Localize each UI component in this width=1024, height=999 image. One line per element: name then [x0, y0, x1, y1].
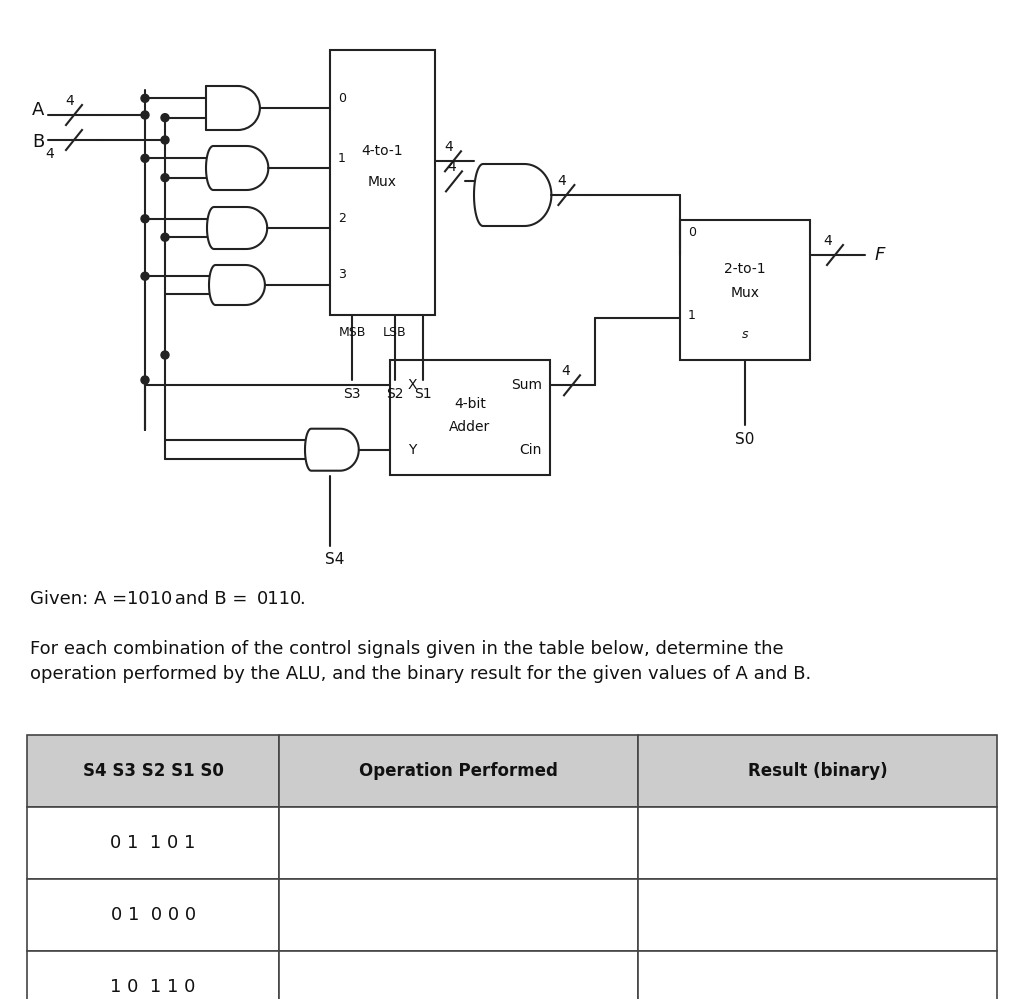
Text: F: F [874, 246, 886, 264]
Text: 0: 0 [338, 92, 346, 105]
Text: s: s [741, 329, 749, 342]
FancyBboxPatch shape [27, 807, 280, 879]
Text: LSB: LSB [383, 327, 407, 340]
Text: 4: 4 [444, 140, 454, 154]
Text: 0110: 0110 [257, 590, 302, 608]
Text: S1: S1 [414, 387, 432, 401]
FancyBboxPatch shape [280, 879, 638, 951]
FancyBboxPatch shape [280, 735, 638, 807]
Text: 2: 2 [338, 212, 346, 225]
Text: 4: 4 [66, 94, 75, 108]
Circle shape [141, 272, 150, 280]
Text: operation performed by the ALU, and the binary result for the given values of A : operation performed by the ALU, and the … [30, 665, 811, 683]
Text: 4: 4 [823, 234, 833, 248]
Text: A: A [32, 101, 44, 119]
Text: 4: 4 [557, 174, 566, 188]
Text: For each combination of the control signals given in the table below, determine : For each combination of the control sign… [30, 640, 783, 658]
Text: Mux: Mux [730, 286, 760, 300]
Circle shape [161, 174, 169, 182]
Text: 4: 4 [447, 161, 457, 175]
Text: Adder: Adder [450, 420, 490, 434]
Circle shape [161, 136, 169, 144]
Text: 1: 1 [688, 309, 696, 322]
Text: 1010: 1010 [127, 590, 172, 608]
Text: MSB: MSB [338, 327, 366, 340]
Circle shape [161, 351, 169, 359]
Text: 4: 4 [46, 147, 54, 161]
Text: 4-to-1: 4-to-1 [361, 144, 403, 158]
Text: 3: 3 [338, 269, 346, 282]
Circle shape [141, 215, 150, 223]
Circle shape [161, 114, 169, 122]
Text: Given: A =: Given: A = [30, 590, 133, 608]
Text: S0: S0 [735, 433, 755, 448]
FancyBboxPatch shape [280, 807, 638, 879]
Circle shape [141, 111, 150, 119]
Text: Result (binary): Result (binary) [748, 762, 888, 780]
Text: X: X [408, 379, 418, 393]
FancyBboxPatch shape [638, 807, 997, 879]
Circle shape [141, 94, 150, 102]
Text: and B =: and B = [169, 590, 253, 608]
Text: Y: Y [408, 443, 417, 457]
Text: S3: S3 [343, 387, 360, 401]
Text: S4 S3 S2 S1 S0: S4 S3 S2 S1 S0 [83, 762, 223, 780]
Text: 1: 1 [338, 152, 346, 165]
Circle shape [141, 376, 150, 384]
Text: 4: 4 [561, 365, 570, 379]
Text: Operation Performed: Operation Performed [359, 762, 558, 780]
Text: 4-bit: 4-bit [454, 397, 486, 411]
Text: B: B [32, 133, 44, 151]
FancyBboxPatch shape [638, 879, 997, 951]
FancyBboxPatch shape [638, 951, 997, 999]
FancyBboxPatch shape [638, 735, 997, 807]
FancyBboxPatch shape [27, 735, 280, 807]
Text: 0: 0 [688, 226, 696, 239]
Text: Sum: Sum [511, 379, 542, 393]
Text: 1 0  1 1 0: 1 0 1 1 0 [111, 978, 196, 996]
Text: 0 1  1 0 1: 0 1 1 0 1 [111, 834, 196, 852]
FancyBboxPatch shape [27, 879, 280, 951]
Text: 2-to-1: 2-to-1 [724, 262, 766, 276]
Text: Cin: Cin [519, 443, 542, 457]
FancyBboxPatch shape [27, 951, 280, 999]
Text: 0 1  0 0 0: 0 1 0 0 0 [111, 906, 196, 924]
Text: S2: S2 [386, 387, 403, 401]
FancyBboxPatch shape [280, 951, 638, 999]
Text: S4: S4 [326, 552, 345, 567]
Circle shape [141, 154, 150, 162]
Text: .: . [299, 590, 305, 608]
Text: Mux: Mux [368, 176, 397, 190]
Circle shape [161, 233, 169, 241]
